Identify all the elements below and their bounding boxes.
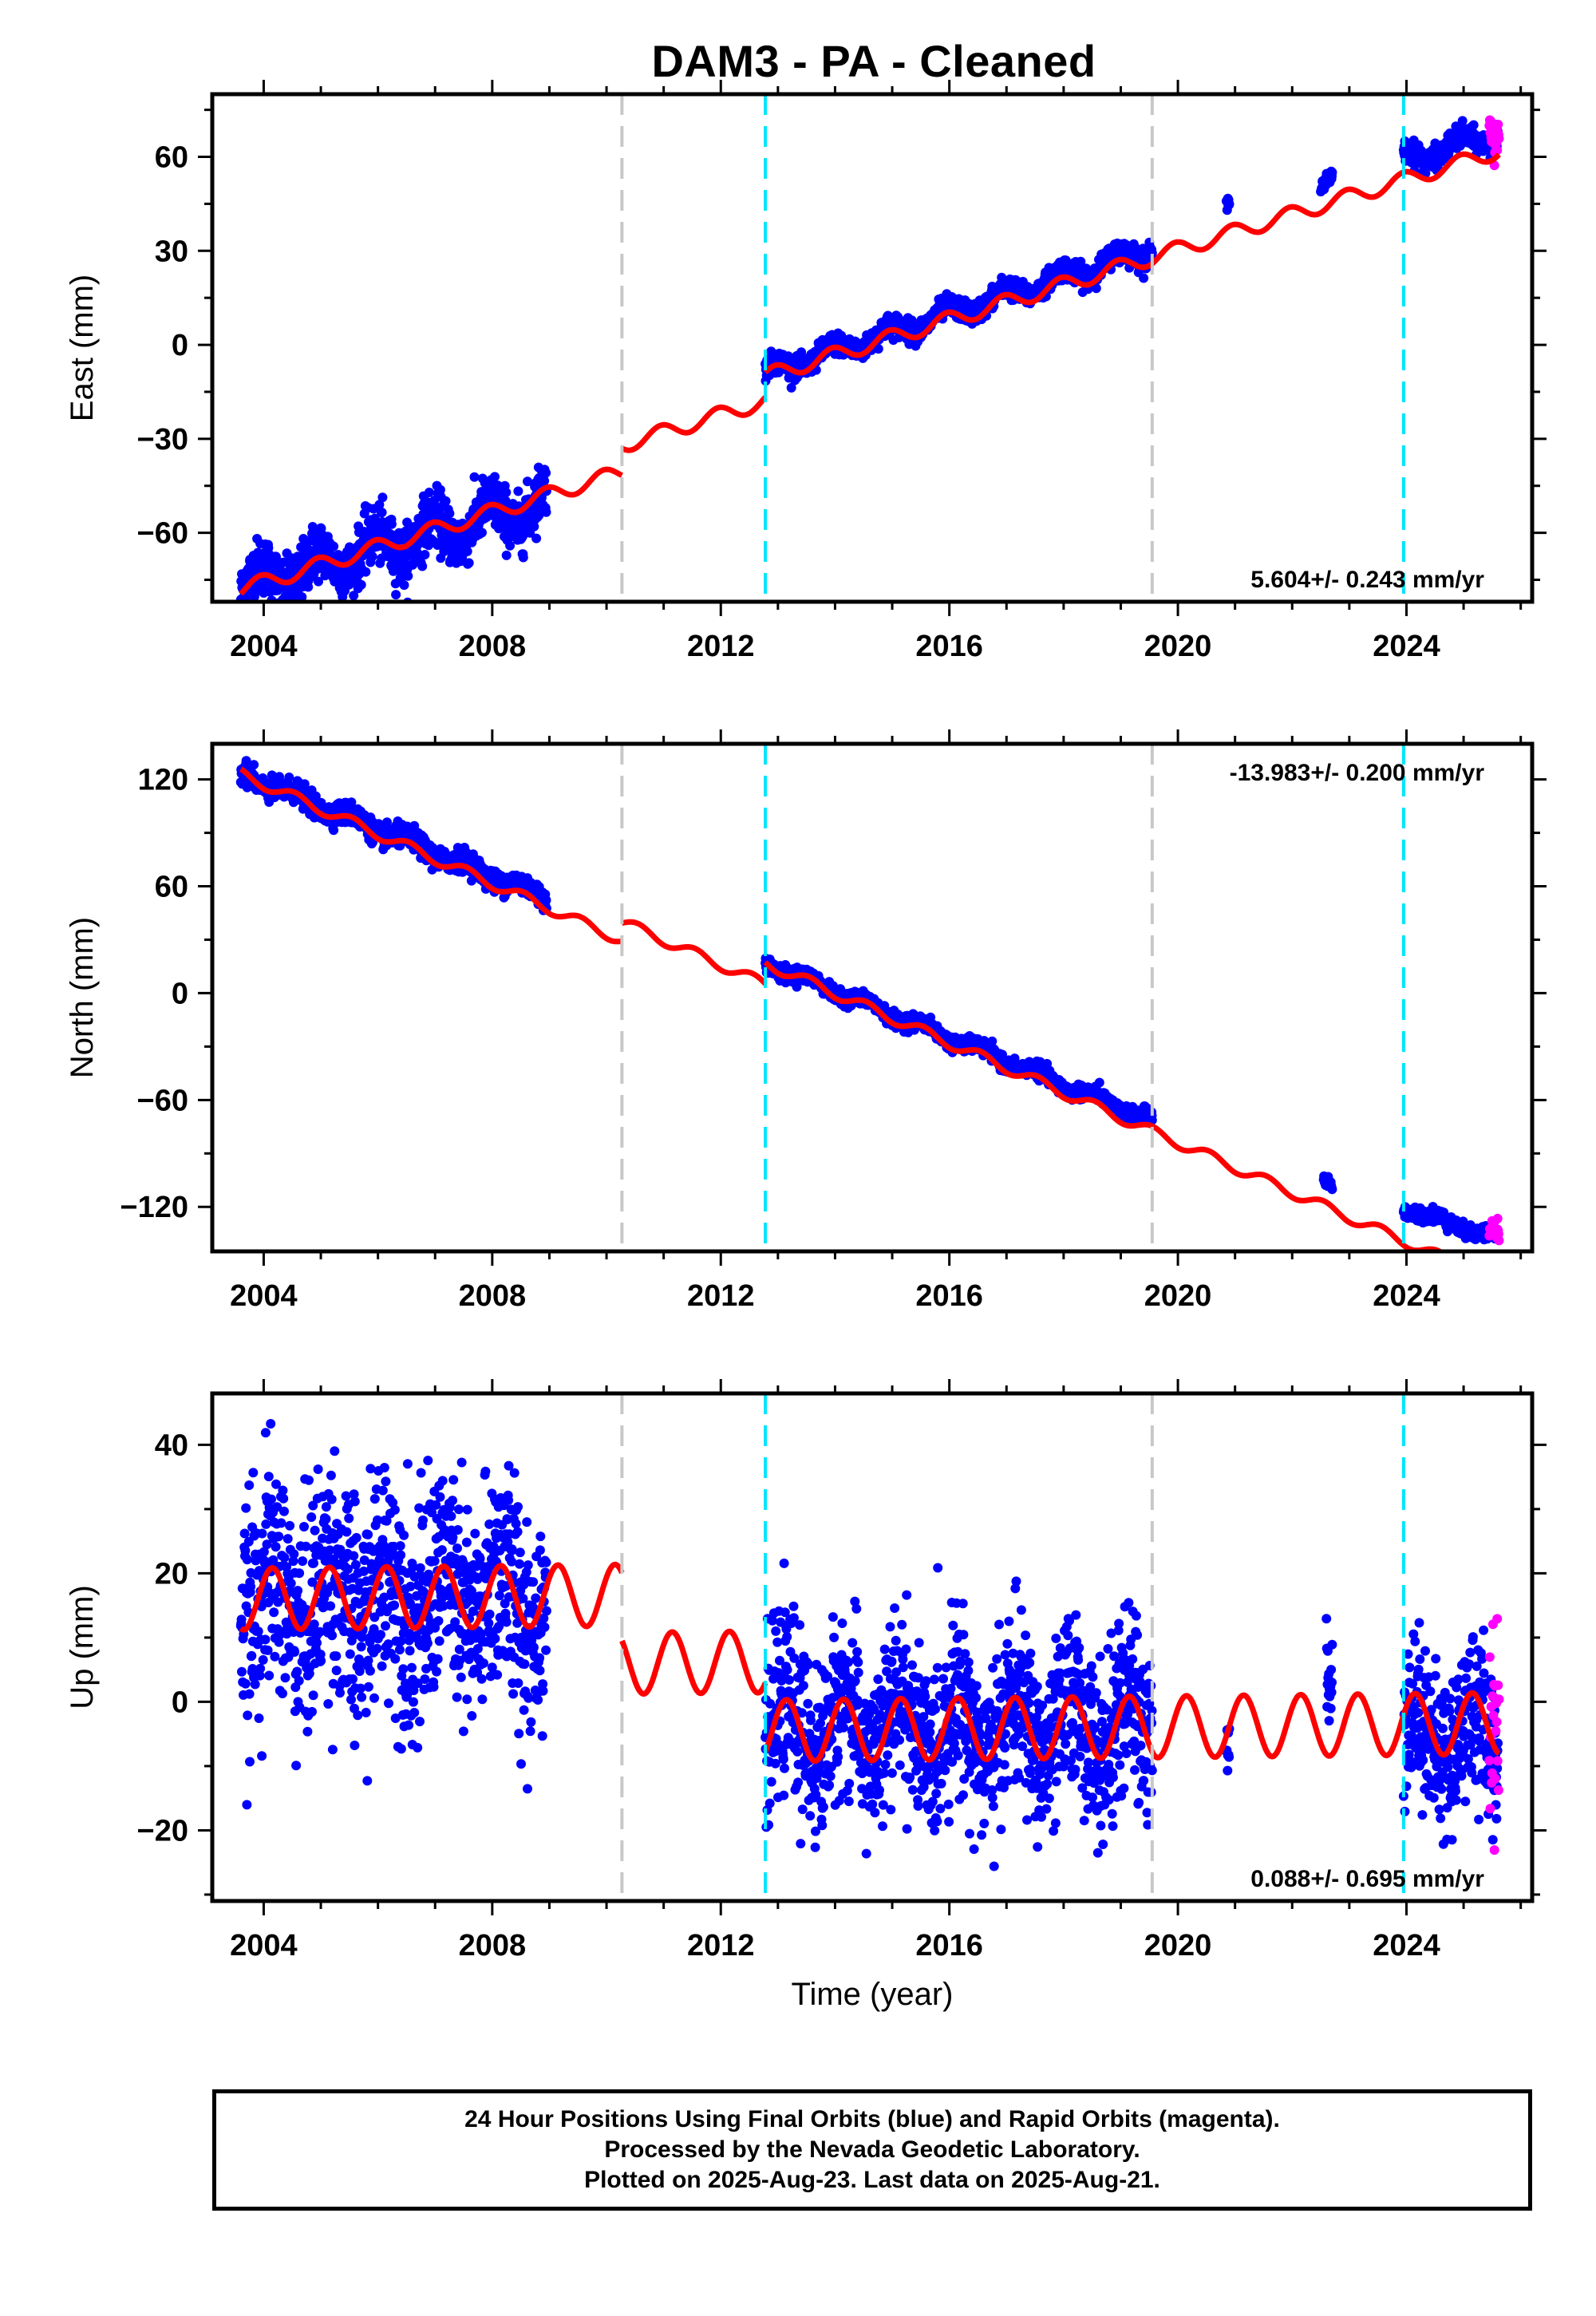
plot-area bbox=[235, 756, 1504, 1251]
data-point bbox=[501, 488, 512, 497]
x-tick-label: 2012 bbox=[687, 630, 755, 663]
data-point bbox=[444, 508, 455, 519]
data-point bbox=[469, 472, 480, 482]
data-point bbox=[403, 571, 413, 581]
plot-area bbox=[235, 115, 1504, 623]
data-point bbox=[239, 614, 249, 623]
data-point bbox=[1094, 1077, 1104, 1088]
data-point bbox=[987, 1036, 998, 1046]
data-point bbox=[249, 760, 259, 770]
data-point bbox=[539, 476, 550, 486]
north-panel: 2004 2008 2012 2016 2020 2024−120−60060120Nor… bbox=[65, 729, 1547, 1313]
data-point bbox=[518, 552, 528, 563]
x-tick-label: 2004 bbox=[230, 630, 298, 663]
y-axis-label: East (mm) bbox=[65, 275, 100, 421]
data-point bbox=[541, 468, 551, 478]
data-point bbox=[531, 533, 542, 543]
y-tick-label: −30 bbox=[137, 423, 188, 456]
velocity-label: 5.604+/- 0.243 mm/yr bbox=[1250, 567, 1484, 593]
data-point bbox=[367, 551, 377, 562]
data-point bbox=[786, 382, 796, 393]
data-point bbox=[283, 603, 293, 612]
data-point bbox=[1327, 1184, 1337, 1195]
data-point bbox=[377, 508, 387, 518]
data-point bbox=[284, 773, 294, 782]
data-point bbox=[513, 486, 523, 496]
y-tick-label: 60 bbox=[155, 141, 188, 175]
rapid-orbit-points bbox=[1484, 115, 1504, 171]
data-point bbox=[356, 579, 366, 590]
data-point bbox=[541, 895, 551, 905]
data-point bbox=[420, 550, 430, 559]
page-title: DAM3 - PA - Cleaned bbox=[651, 36, 1096, 86]
data-point bbox=[299, 779, 310, 789]
data-point bbox=[316, 524, 326, 534]
model-fit-line bbox=[620, 395, 768, 453]
data-point bbox=[1091, 283, 1101, 294]
east-panel: 2004 2008 2012 2016 2020 2024 −60 −30 0 30 60 East … bbox=[65, 80, 1547, 663]
model-fit-line bbox=[239, 466, 624, 596]
final-orbit-points bbox=[235, 116, 1503, 623]
data-point bbox=[1468, 120, 1479, 130]
plot-frame bbox=[210, 92, 1535, 604]
data-point bbox=[377, 492, 388, 503]
data-point bbox=[541, 507, 551, 517]
data-point bbox=[440, 496, 451, 506]
data-point bbox=[490, 472, 500, 482]
data-point bbox=[361, 567, 371, 577]
x-tick-label: 2020 bbox=[1144, 630, 1212, 663]
data-point bbox=[523, 476, 532, 487]
data-point bbox=[297, 592, 307, 602]
data-point bbox=[417, 561, 428, 571]
data-point bbox=[439, 547, 449, 556]
data-point bbox=[391, 590, 401, 600]
data-point bbox=[386, 519, 397, 529]
model-fit-line bbox=[763, 151, 1501, 376]
data-point bbox=[349, 591, 359, 601]
data-point bbox=[1147, 248, 1157, 258]
data-point bbox=[796, 347, 807, 358]
x-tick-label: 2008 bbox=[459, 630, 527, 663]
data-point bbox=[1224, 199, 1235, 209]
data-point bbox=[347, 613, 357, 622]
data-point bbox=[464, 558, 474, 568]
data-point bbox=[1457, 116, 1468, 126]
x-tick-label: 2024 bbox=[1373, 630, 1440, 663]
data-point bbox=[873, 344, 883, 354]
rapid-point bbox=[1492, 145, 1503, 156]
data-point bbox=[399, 580, 409, 591]
y-tick-label: 0 bbox=[172, 329, 188, 362]
data-point bbox=[1139, 273, 1149, 283]
data-point bbox=[435, 484, 445, 495]
rapid-point bbox=[1494, 133, 1504, 144]
data-point bbox=[1327, 168, 1337, 177]
data-point bbox=[492, 480, 503, 491]
y-tick-label: −60 bbox=[137, 517, 188, 551]
data-point bbox=[505, 540, 516, 551]
data-point bbox=[329, 825, 339, 836]
data-point bbox=[374, 500, 385, 510]
data-point bbox=[529, 521, 539, 532]
y-tick-label: 30 bbox=[155, 235, 188, 268]
data-point bbox=[462, 546, 472, 556]
data-point bbox=[477, 528, 487, 538]
data-point bbox=[314, 576, 323, 587]
data-point bbox=[501, 550, 512, 560]
data-point bbox=[329, 541, 339, 551]
x-tick-label: 2016 bbox=[915, 630, 983, 663]
data-point bbox=[248, 606, 258, 615]
data-point bbox=[424, 488, 434, 497]
rapid-point bbox=[1493, 120, 1503, 129]
